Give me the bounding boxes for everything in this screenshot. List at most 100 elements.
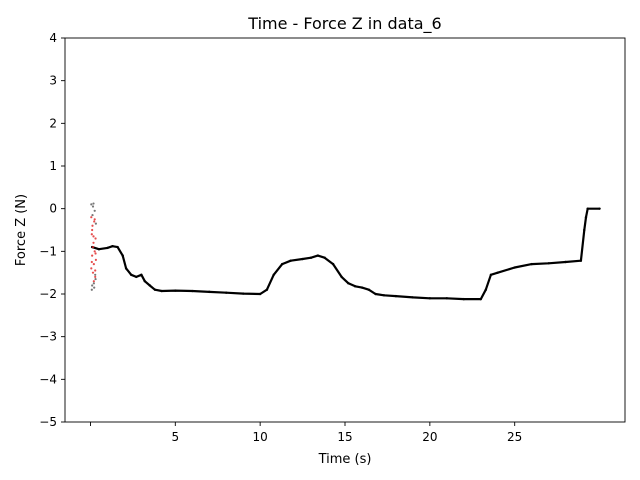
data-point [272,273,275,276]
scatter-point [91,205,95,208]
data-point [135,275,138,279]
data-point [106,246,109,250]
data-point [281,262,284,266]
scatter-point [90,260,93,264]
data-point [191,289,194,293]
y-tick-label: 1 [49,159,57,173]
y-tick-label: −4 [39,372,57,386]
scatter-point [94,252,97,255]
data-point [579,259,583,262]
data-point [367,288,370,291]
data-point [586,207,589,210]
x-tick-label: 10 [253,430,268,444]
data-point [347,282,350,285]
data-point [489,273,493,276]
scatter-point [93,220,96,223]
scatter-point [94,269,97,272]
data-point [174,289,177,292]
scatter-point [90,216,93,219]
y-tick-label: 2 [49,116,57,130]
scatter-point [91,284,94,287]
data-point [394,294,398,298]
plot-background [65,38,625,422]
data-point [323,256,326,259]
scatter-point [91,245,95,249]
scatter-point [94,258,97,261]
data-point [513,266,516,269]
data-point [124,267,128,270]
data-point [360,286,364,289]
scatter-point [94,273,97,276]
data-point [340,275,343,279]
data-point [116,245,119,249]
y-axis-label: Force Z (N) [14,194,29,266]
scatter-point [94,275,97,279]
scatter-point [92,202,95,205]
scatter-point [91,224,94,227]
data-point [258,292,262,296]
data-point [289,259,292,262]
x-tick-label: 25 [507,430,522,444]
y-tick-label: 3 [49,74,57,88]
data-point [428,297,432,300]
scatter-point [92,263,95,266]
data-point [301,257,304,261]
data-point [241,292,245,295]
series-layer [90,202,601,301]
y-tick-label: 0 [49,202,57,216]
scatter-point [94,222,97,225]
data-point [530,262,533,266]
data-point [225,291,228,294]
data-point [382,294,386,297]
data-point [484,288,488,291]
plot-area [65,38,625,422]
data-point [445,297,449,300]
scatter-point [90,267,93,270]
scatter-point [91,271,95,274]
data-point [584,216,588,219]
data-point [140,273,143,276]
data-point [160,289,163,293]
scatter-point [92,235,95,238]
scatter-point [91,254,94,257]
data-point [143,280,146,283]
scatter-point [94,237,97,240]
scatter-point [93,250,96,253]
data-point [153,288,157,291]
data-point [598,207,601,210]
y-tick-label: 4 [49,31,57,45]
data-point [411,296,415,299]
scatter-point [93,209,96,212]
data-point [316,254,320,257]
y-tick-label: −2 [39,287,57,301]
scatter-point [91,228,94,232]
data-point [564,260,567,264]
data-point [462,297,465,301]
scatter-point [92,280,95,283]
data-point [208,290,211,294]
y-tick-label: −5 [39,415,57,429]
data-point [374,292,377,296]
data-point [331,262,335,266]
data-point [121,254,124,257]
scatter-point [92,282,95,285]
y-tick-label: −3 [39,330,57,344]
x-tick-label: 15 [337,430,352,444]
y-tick-label: −1 [39,244,57,258]
x-tick-label: 20 [422,430,437,444]
scatter-point [92,241,95,244]
x-tick-label: 5 [171,430,179,444]
data-point [583,228,586,232]
x-axis-label: Time (s) [318,452,372,467]
data-point [547,262,550,265]
data-point [265,288,269,291]
scatter-point [93,286,96,289]
data-point [353,285,357,288]
data-point [148,284,152,287]
scatter-point [93,218,96,221]
scatter-point [94,277,97,281]
chart-title: Time - Force Z in data_6 [247,14,441,34]
scatter-point [90,233,93,236]
data-point [309,256,313,259]
